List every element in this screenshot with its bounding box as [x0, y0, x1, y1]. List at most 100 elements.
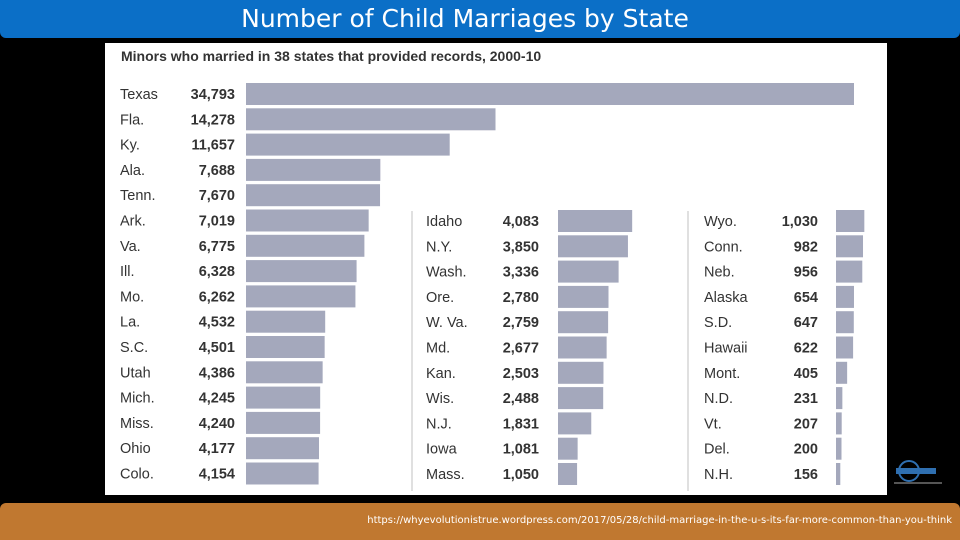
bar	[246, 108, 496, 131]
category-label: Utah	[120, 365, 151, 381]
bar	[836, 285, 854, 308]
value-label: 4,177	[199, 441, 235, 457]
category-label: Ore.	[426, 290, 454, 306]
value-label: 156	[794, 467, 818, 483]
value-label: 200	[794, 442, 818, 458]
bar	[836, 463, 841, 485]
bar	[246, 411, 321, 434]
value-label: 3,850	[503, 239, 539, 255]
source-link[interactable]: https://whyevolutionistrue.wordpress.com…	[367, 515, 952, 526]
category-label: Kan.	[426, 366, 456, 382]
bar	[558, 437, 578, 460]
bar	[558, 235, 628, 258]
category-label: Mont.	[704, 366, 740, 382]
value-label: 4,386	[199, 365, 235, 381]
bar	[246, 83, 854, 105]
bar	[246, 158, 381, 181]
page-title: Number of Child Marriages by State	[241, 4, 689, 33]
bar	[836, 361, 848, 384]
category-label: Mass.	[426, 467, 465, 483]
bar	[836, 260, 863, 283]
value-label: 2,503	[503, 366, 539, 382]
bar	[246, 386, 321, 409]
bar	[246, 285, 356, 308]
value-label: 6,262	[199, 289, 235, 305]
value-label: 4,501	[199, 340, 235, 356]
bar	[246, 133, 450, 156]
bar-chart: Minors who married in 38 states that pro…	[120, 48, 865, 491]
value-label: 2,759	[503, 315, 539, 331]
chart-title: Minors who married in 38 states that pro…	[121, 48, 541, 64]
bar	[246, 184, 381, 207]
value-label: 7,019	[199, 214, 235, 230]
value-label: 405	[794, 366, 818, 382]
category-label: Miss.	[120, 416, 154, 432]
bar	[558, 285, 609, 308]
category-label: N.J.	[426, 416, 452, 432]
value-label: 4,240	[199, 416, 235, 432]
category-label: Va.	[120, 239, 141, 255]
bar	[558, 412, 592, 435]
category-label: Neb.	[704, 265, 735, 281]
bar	[836, 412, 842, 435]
bar	[246, 437, 319, 460]
category-label: S.D.	[704, 315, 732, 331]
bar	[558, 336, 607, 359]
bar	[246, 310, 326, 333]
value-label: 7,688	[199, 163, 235, 179]
bar	[246, 462, 319, 485]
bar	[246, 361, 323, 384]
category-label: Wyo.	[704, 214, 737, 230]
title-bar: Number of Child Marriages by State	[0, 0, 960, 38]
bar	[558, 311, 609, 334]
footer-bar: https://whyevolutionistrue.wordpress.com…	[0, 503, 960, 540]
value-label: 2,780	[503, 290, 539, 306]
bar	[836, 235, 864, 258]
value-label: 231	[794, 391, 818, 407]
category-label: Ala.	[120, 163, 145, 179]
category-label: Wis.	[426, 391, 454, 407]
value-label: 3,336	[503, 265, 539, 281]
category-label: Iowa	[426, 442, 458, 458]
chart-panel: Minors who married in 38 states that pro…	[105, 43, 887, 495]
bar	[558, 361, 604, 384]
bar	[836, 437, 842, 460]
bar	[558, 463, 578, 485]
bar	[246, 336, 325, 358]
bar	[246, 234, 365, 257]
bar	[558, 260, 619, 283]
category-label: Colo.	[120, 467, 154, 483]
value-label: 6,775	[199, 239, 235, 255]
bar	[836, 336, 854, 359]
value-label: 4,083	[503, 214, 539, 230]
category-label: N.Y.	[426, 239, 452, 255]
category-label: Tenn.	[120, 188, 155, 204]
category-label: N.H.	[704, 467, 733, 483]
value-label: 956	[794, 265, 818, 281]
category-label: La.	[120, 315, 140, 331]
value-label: 4,532	[199, 315, 235, 331]
value-label: 7,670	[199, 188, 235, 204]
value-label: 2,677	[503, 341, 539, 357]
bar	[836, 311, 854, 334]
bar	[246, 260, 357, 283]
value-label: 4,154	[199, 467, 235, 483]
category-label: Idaho	[426, 214, 462, 230]
category-label: Mich.	[120, 391, 155, 407]
category-label: N.D.	[704, 391, 733, 407]
category-label: Del.	[704, 442, 730, 458]
bar	[246, 209, 369, 232]
value-label: 14,278	[191, 112, 235, 128]
category-label: Ark.	[120, 214, 146, 230]
category-label: Vt.	[704, 416, 722, 432]
value-label: 1,030	[782, 214, 818, 230]
chart-marks: Texas 34,793 Fla. 14,278 Ky. 11,657 Ala. 7,688 T…	[120, 83, 865, 485]
category-label: Fla.	[120, 112, 144, 128]
value-label: 207	[794, 416, 818, 432]
value-label: 1,081	[503, 442, 539, 458]
bar	[558, 387, 604, 410]
value-label: 2,488	[503, 391, 539, 407]
value-label: 982	[794, 239, 818, 255]
category-label: Wash.	[426, 265, 467, 281]
bar	[836, 387, 843, 410]
